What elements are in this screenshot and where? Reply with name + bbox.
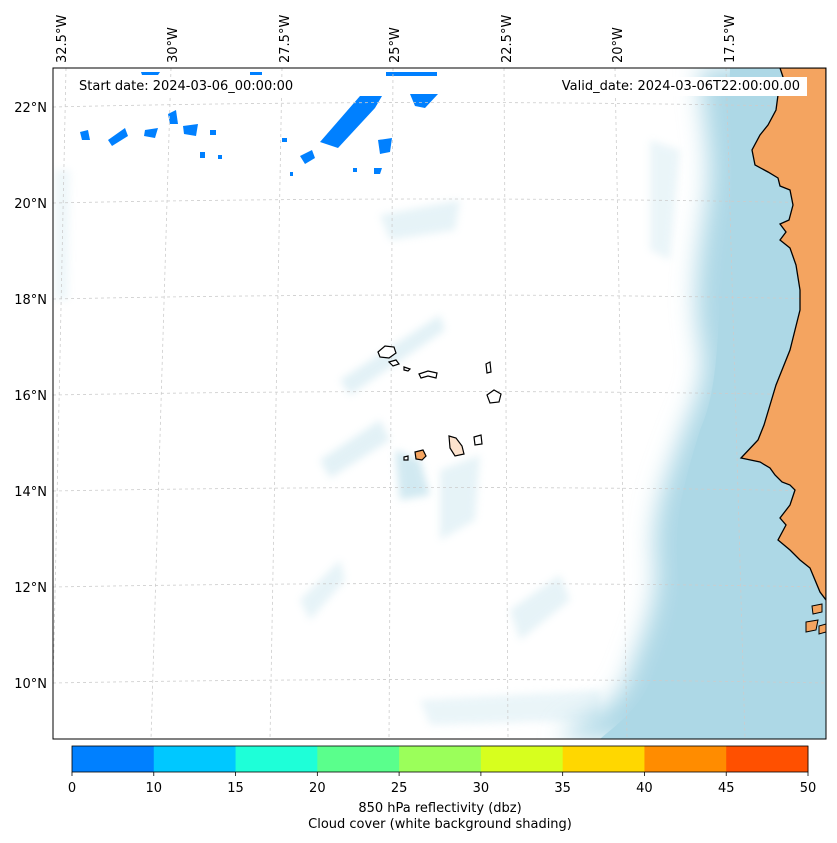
echo-cluster-9 xyxy=(250,72,262,75)
cloud-band-east-core xyxy=(600,68,826,739)
reflectivity-echoes xyxy=(80,72,438,176)
echo-band-2 xyxy=(410,94,438,108)
lon-label: 32.5°W xyxy=(55,15,70,63)
bijagos-island-1 xyxy=(805,619,819,633)
colorbar-label-reflectivity: 850 hPa reflectivity (dbz) xyxy=(358,801,522,816)
cloud-streak-7 xyxy=(300,560,345,620)
echo-cluster-6 xyxy=(183,124,198,136)
start-date-label: Start date: 2024-03-06_00:00:00 xyxy=(72,77,301,96)
latitude-labels: 22°N 20°N 18°N 16°N 14°N 12°N 10°N xyxy=(14,101,47,692)
lat-label: 12°N xyxy=(14,581,47,596)
echo-speck-2 xyxy=(200,152,205,158)
cloud-streak-9 xyxy=(420,690,600,725)
echo-cluster-8 xyxy=(141,72,160,75)
island-santo-antao xyxy=(377,345,397,359)
island-sao-nicolau xyxy=(418,370,438,379)
cape-verde-islands xyxy=(377,345,502,461)
lon-label: 30°W xyxy=(166,27,181,63)
cloud-streak-6 xyxy=(510,575,570,640)
island-maio xyxy=(473,434,483,446)
echo-cluster-2 xyxy=(378,138,392,154)
cloud-streak-3 xyxy=(380,200,460,240)
cloud-streak-2 xyxy=(320,420,390,478)
echo-band-1 xyxy=(320,96,382,148)
echo-cluster-1 xyxy=(300,150,315,164)
island-fogo xyxy=(414,449,427,461)
island-santa-luzia xyxy=(403,366,412,372)
echo-cluster-3 xyxy=(108,128,128,146)
echo-speck-4 xyxy=(282,138,287,142)
africa-coast-land xyxy=(739,68,826,602)
island-sal xyxy=(485,361,492,374)
lon-label: 27.5°W xyxy=(278,15,293,63)
lon-label: 20°W xyxy=(611,27,626,63)
echo-cluster-10 xyxy=(80,130,90,140)
cloud-streak-5 xyxy=(440,455,480,540)
echo-cluster-5 xyxy=(168,110,178,124)
echo-speck-6 xyxy=(290,172,293,176)
bijagos-island-3 xyxy=(818,623,826,635)
echo-cluster-4 xyxy=(144,128,158,138)
lat-label: 18°N xyxy=(14,293,47,308)
lat-lon-gridlines xyxy=(53,68,826,739)
echo-speck-1 xyxy=(210,130,216,135)
lat-label: 14°N xyxy=(14,485,47,500)
map-frame xyxy=(52,67,827,740)
island-santiago xyxy=(448,435,465,457)
colorbar-label-cloud-cover: Cloud cover (white background shading) xyxy=(308,817,572,832)
echo-speck-3 xyxy=(218,155,222,159)
longitude-labels: 32.5°W 30°W 27.5°W 25°W 22.5°W 20°W 17.5… xyxy=(55,15,738,63)
echo-band-3 xyxy=(386,72,437,76)
echo-cluster-7 xyxy=(374,168,382,174)
bijagos-island-2 xyxy=(811,603,823,615)
lon-label: 25°W xyxy=(388,27,403,63)
island-brava xyxy=(403,455,409,461)
island-boa-vista xyxy=(486,389,502,404)
valid-date-label: Valid_date: 2024-03-06T22:00:00.00 xyxy=(554,77,807,96)
lon-label: 17.5°W xyxy=(723,15,738,63)
lon-label: 22.5°W xyxy=(500,15,515,63)
echo-speck-5 xyxy=(353,168,357,172)
lat-label: 22°N xyxy=(14,101,47,116)
cloud-streak-8 xyxy=(55,170,70,300)
lat-label: 16°N xyxy=(14,389,47,404)
island-sao-vicente xyxy=(387,359,400,367)
lat-label: 20°N xyxy=(14,197,47,212)
lat-label: 10°N xyxy=(14,677,47,692)
